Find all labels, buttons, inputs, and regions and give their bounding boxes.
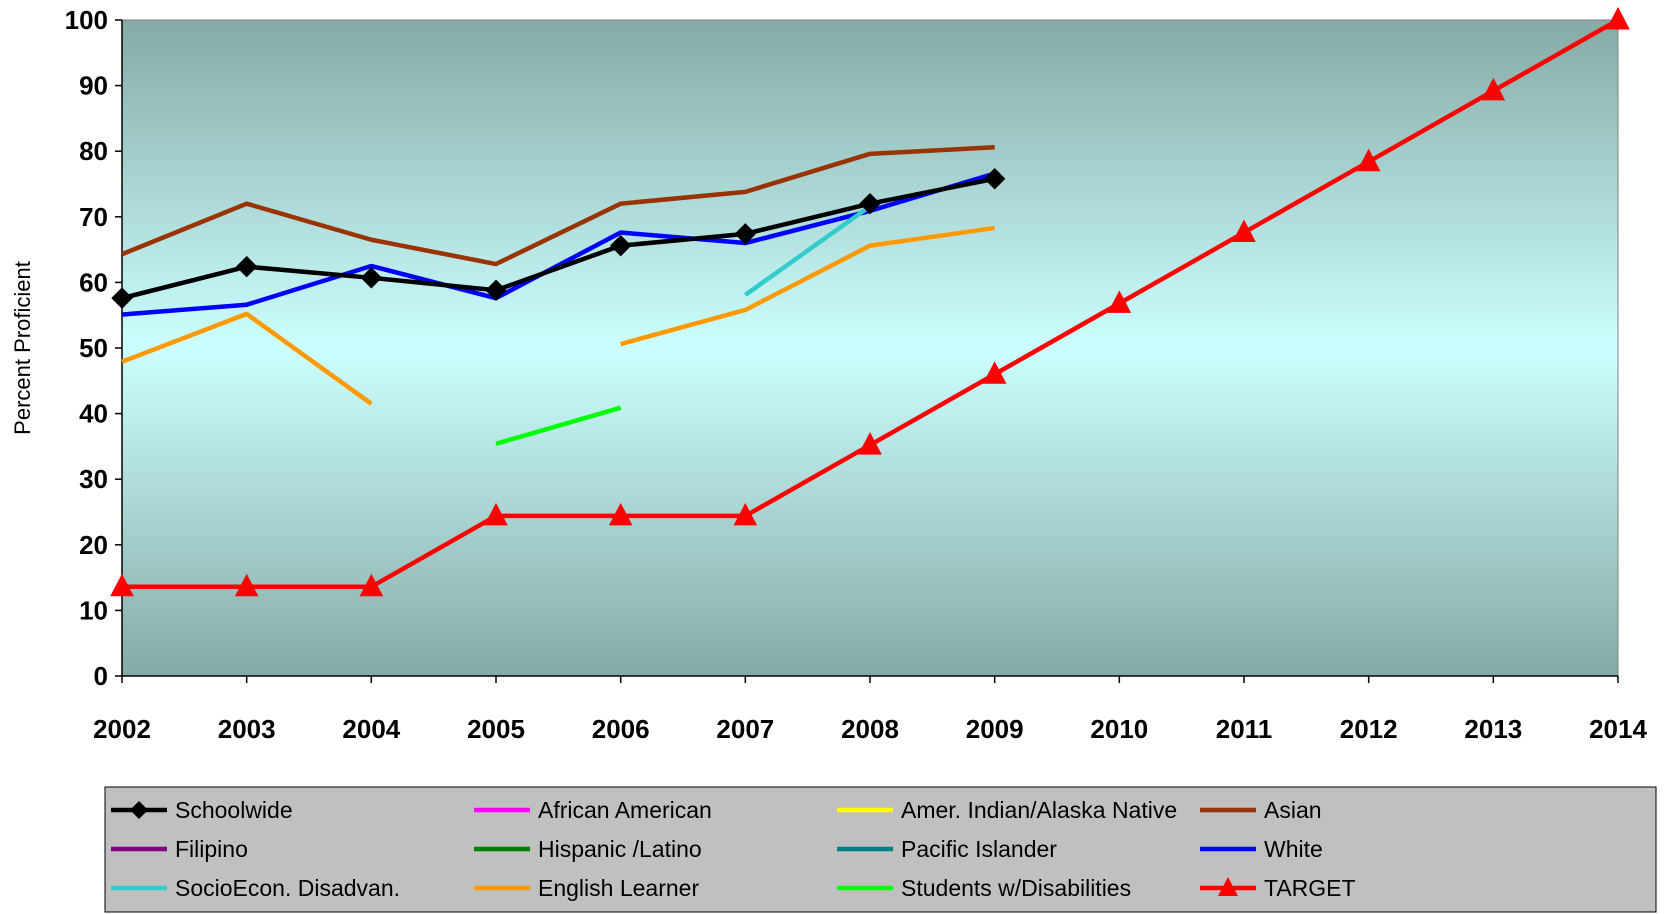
y-tick-label: 100 bbox=[65, 5, 108, 35]
x-tick-label: 2008 bbox=[841, 714, 899, 744]
x-tick-label: 2014 bbox=[1589, 714, 1647, 744]
x-tick-label: 2004 bbox=[342, 714, 400, 744]
x-tick-label: 2003 bbox=[218, 714, 276, 744]
x-tick-label: 2012 bbox=[1340, 714, 1398, 744]
legend-label-socioecon-disadvan: SocioEcon. Disadvan. bbox=[175, 875, 400, 901]
x-tick-label: 2002 bbox=[93, 714, 151, 744]
y-tick-label: 80 bbox=[79, 136, 108, 166]
y-tick-label: 40 bbox=[79, 399, 108, 429]
y-tick-label: 10 bbox=[79, 595, 108, 625]
y-axis-label: Percent Proficient bbox=[10, 261, 35, 435]
legend-label-amer-indian-alaska-native: Amer. Indian/Alaska Native bbox=[901, 797, 1177, 823]
y-tick-label: 50 bbox=[79, 333, 108, 363]
x-tick-label: 2006 bbox=[592, 714, 650, 744]
legend-label-asian: Asian bbox=[1264, 797, 1322, 823]
legend-label-hispanic-latino: Hispanic /Latino bbox=[538, 836, 702, 862]
point-target bbox=[1607, 8, 1629, 29]
y-tick-label: 30 bbox=[79, 464, 108, 494]
legend-label-schoolwide: Schoolwide bbox=[175, 797, 293, 823]
legend-label-students-w-disabilities: Students w/Disabilities bbox=[901, 875, 1131, 901]
x-tick-label: 2011 bbox=[1216, 714, 1272, 744]
legend-label-white: White bbox=[1264, 836, 1323, 862]
y-tick-label: 20 bbox=[79, 530, 108, 560]
x-tick-label: 2009 bbox=[966, 714, 1024, 744]
legend-label-target: TARGET bbox=[1264, 875, 1356, 901]
x-tick-label: 2005 bbox=[467, 714, 525, 744]
plot-area bbox=[122, 20, 1618, 676]
legend-label-african-american: African American bbox=[538, 797, 712, 823]
legend-label-english-learner: English Learner bbox=[538, 875, 699, 901]
legend-label-filipino: Filipino bbox=[175, 836, 248, 862]
y-tick-label: 70 bbox=[79, 202, 108, 232]
y-tick-label: 90 bbox=[79, 71, 108, 101]
x-tick-label: 2007 bbox=[716, 714, 774, 744]
x-tick-label: 2010 bbox=[1090, 714, 1148, 744]
y-tick-label: 0 bbox=[94, 661, 108, 691]
legend-label-pacific-islander: Pacific Islander bbox=[901, 836, 1057, 862]
y-tick-label: 60 bbox=[79, 267, 108, 297]
x-tick-label: 2013 bbox=[1464, 714, 1522, 744]
